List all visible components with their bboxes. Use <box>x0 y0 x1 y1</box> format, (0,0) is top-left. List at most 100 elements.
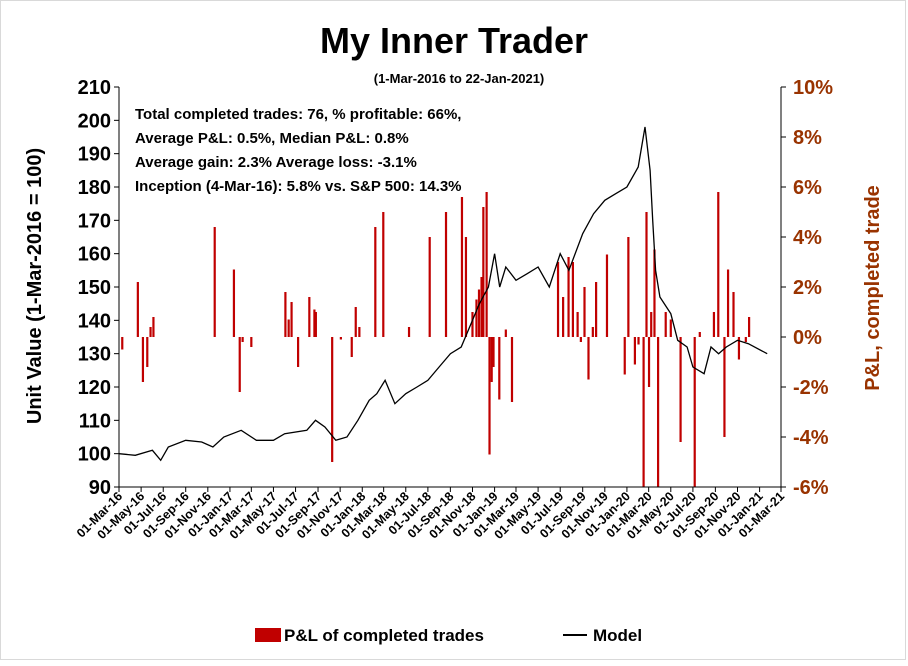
pl-bar <box>471 312 474 337</box>
pl-bar <box>313 309 316 337</box>
pl-bar <box>579 337 582 342</box>
pl-bar <box>747 317 751 337</box>
pl-bar <box>331 337 334 462</box>
pl-bar <box>653 249 656 337</box>
y-left-tick-label: 210 <box>78 77 111 99</box>
pl-bar <box>407 327 411 337</box>
pl-bar <box>136 282 139 337</box>
y-left-tick-label: 140 <box>78 310 111 332</box>
pl-bar <box>308 297 311 337</box>
pl-bar <box>679 337 682 442</box>
pl-bar <box>744 337 747 342</box>
y-right-axis-label: P&L, completed trade <box>862 185 884 391</box>
pl-bar <box>633 337 636 365</box>
annotation-line: Average gain: 2.3% Average loss: -3.1% <box>135 154 417 171</box>
pl-bar <box>358 327 361 337</box>
pl-bar <box>290 302 293 337</box>
pl-bar <box>571 262 575 337</box>
pl-bar <box>444 212 448 337</box>
pl-bar <box>482 207 485 337</box>
y-left-tick-label: 100 <box>78 444 111 466</box>
pl-bar <box>350 337 353 357</box>
y-left-tick-label: 90 <box>89 477 111 499</box>
y-left-axis-label: Unit Value (1-Mar-2016 = 100) <box>24 148 46 424</box>
pl-bar <box>605 254 609 337</box>
pl-bar <box>149 327 152 337</box>
pl-bar <box>591 327 594 337</box>
pl-bar <box>627 237 630 337</box>
y-right-tick-label: -6% <box>793 477 829 499</box>
y-right-tick-label: 0% <box>793 327 822 349</box>
pl-bar <box>488 337 491 455</box>
pl-bar <box>562 297 565 337</box>
pl-bar <box>587 337 590 380</box>
y-right-tick-label: 6% <box>793 177 822 199</box>
y-left-tick-label: 190 <box>78 144 111 166</box>
pl-bar <box>583 287 586 337</box>
y-left-tick-label: 200 <box>78 110 111 132</box>
annotation-block: Total completed trades: 76, % profitable… <box>135 106 462 195</box>
pl-bar <box>213 227 216 337</box>
pl-bar <box>717 192 720 337</box>
pl-bar <box>296 337 300 367</box>
y-left-tick-label: 130 <box>78 344 111 366</box>
pl-bar <box>480 277 483 337</box>
pl-bar <box>314 312 317 337</box>
pl-bar <box>354 307 357 337</box>
bar-series <box>121 192 751 487</box>
y-right-tick-label: 8% <box>793 127 822 149</box>
pl-bar <box>595 282 598 337</box>
pl-bar <box>141 337 145 382</box>
pl-bar <box>693 337 696 487</box>
y-right-tick-label: -4% <box>793 427 829 449</box>
model-line <box>118 126 768 462</box>
pl-bar <box>623 337 626 375</box>
pl-bar <box>504 329 507 337</box>
y-right-tick-label: -2% <box>793 377 829 399</box>
pl-bar <box>492 337 495 367</box>
pl-bar <box>650 312 653 337</box>
y-left-tick-label: 120 <box>78 377 111 399</box>
pl-bar <box>556 262 560 337</box>
pl-bar <box>475 299 478 337</box>
pl-bar <box>374 227 377 337</box>
pl-bar <box>250 337 253 347</box>
legend-swatch-bar <box>255 628 281 642</box>
y-left-tick-label: 160 <box>78 244 111 266</box>
pl-bar <box>339 337 342 340</box>
pl-bar <box>576 312 579 337</box>
y-left-tick-label: 110 <box>79 410 111 432</box>
pl-bar <box>664 312 667 337</box>
pl-bar <box>241 337 244 342</box>
pl-bar <box>490 337 493 382</box>
chart-subtitle: (1-Mar-2016 to 22-Jan-2021) <box>374 71 545 86</box>
pl-bar <box>121 337 124 350</box>
pl-bar <box>645 212 648 337</box>
pl-bar <box>567 257 570 337</box>
pl-bar <box>726 269 730 337</box>
pl-bar <box>477 289 481 337</box>
pl-bar <box>382 212 385 337</box>
legend: P&L of completed trades Model <box>255 626 642 645</box>
pl-bar <box>669 319 672 337</box>
pl-bar <box>485 192 488 337</box>
pl-bar <box>698 332 701 337</box>
pl-bar <box>428 237 431 337</box>
y-right-tick-label: 2% <box>793 277 822 299</box>
y-right-tick-label: 10% <box>793 77 833 99</box>
pl-bar <box>647 337 651 387</box>
annotation-line: Inception (4-Mar-16): 5.8% vs. S&P 500: … <box>135 178 462 195</box>
annotation-line: Total completed trades: 76, % profitable… <box>135 106 461 123</box>
y-right-tick-label: 4% <box>793 227 822 249</box>
pl-bar <box>712 312 716 337</box>
pl-bar <box>723 337 726 437</box>
pl-bar <box>284 292 287 337</box>
pl-bar <box>287 319 290 337</box>
pl-bar <box>656 337 660 487</box>
y-left-tick-label: 180 <box>78 177 111 199</box>
legend-label-bar: P&L of completed trades <box>284 626 484 645</box>
legend-label-line: Model <box>593 626 642 645</box>
pl-bar <box>637 337 640 345</box>
